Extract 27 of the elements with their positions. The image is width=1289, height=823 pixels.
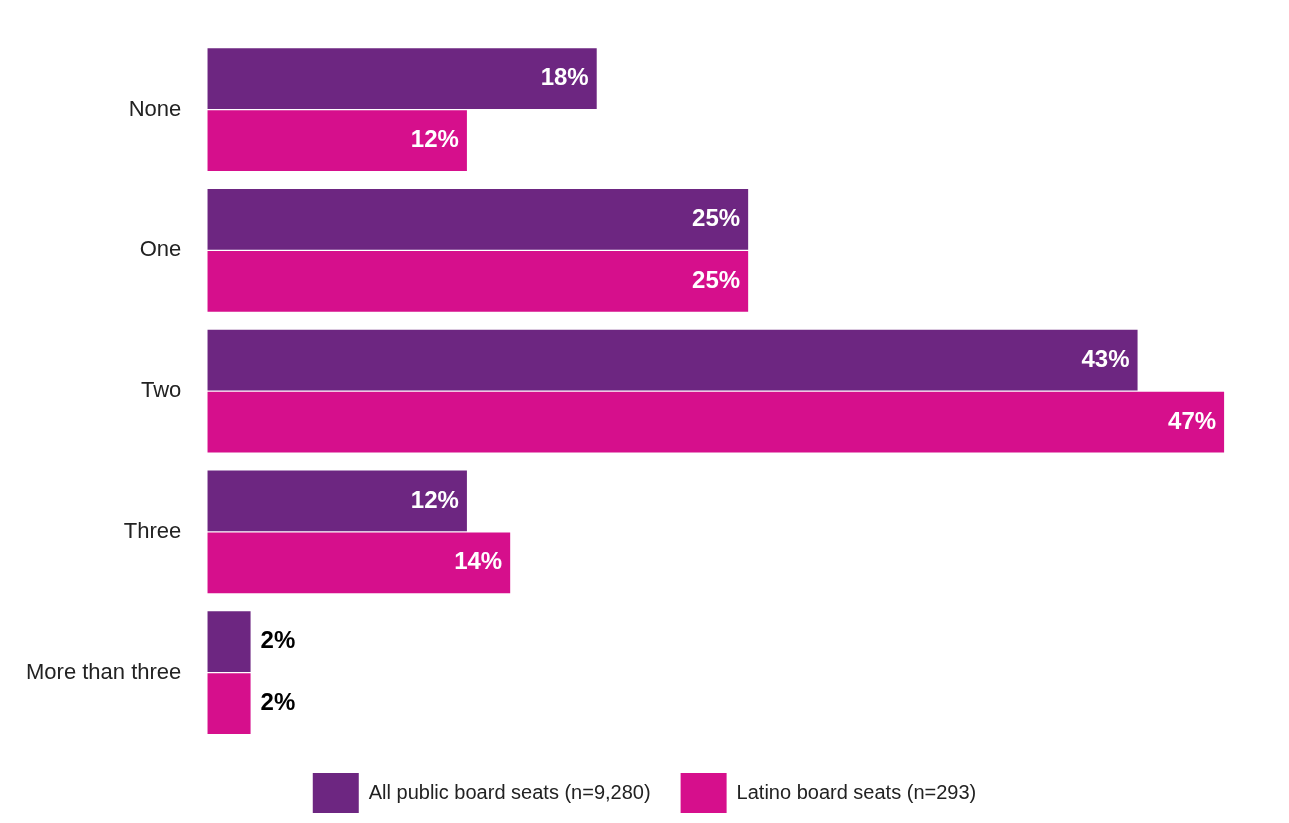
legend-label: All public board seats (n=9,280) [368, 780, 651, 803]
bar [207, 110, 467, 171]
bar [207, 250, 749, 312]
bar [207, 189, 749, 250]
data-label: 47% [1168, 406, 1217, 434]
legend-label: Latino board seats (n=293) [736, 780, 977, 803]
y-tick-label: More than three [26, 658, 182, 684]
bar [207, 391, 1225, 453]
data-label: 25% [692, 204, 741, 231]
bar [207, 532, 511, 594]
data-label: 18% [540, 63, 589, 91]
bar [207, 673, 251, 734]
y-tick-label: One [139, 236, 182, 262]
data-label: 12% [410, 125, 459, 153]
bar [207, 470, 467, 532]
y-tick-label: Two [140, 377, 182, 403]
data-label: 25% [692, 265, 741, 293]
y-tick-label: Three [123, 517, 182, 543]
bar [207, 329, 1138, 391]
data-label: 2% [260, 688, 296, 716]
bar [207, 611, 251, 672]
data-label: 12% [410, 485, 459, 513]
data-label: 2% [260, 626, 296, 654]
data-label: 43% [1081, 344, 1130, 372]
y-tick-label: None [128, 95, 182, 121]
data-label: 14% [454, 547, 503, 575]
bar [207, 48, 597, 109]
